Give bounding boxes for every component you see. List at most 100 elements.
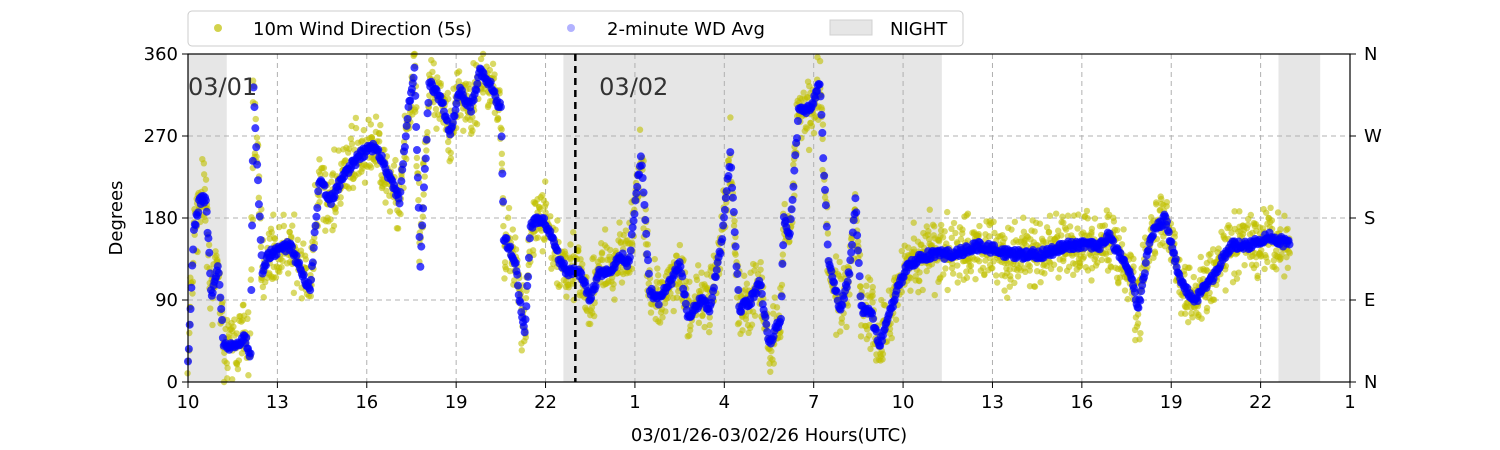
point-5s — [1115, 234, 1123, 242]
point-5s — [1055, 274, 1062, 281]
point-avg — [506, 242, 515, 251]
point-avg — [1137, 287, 1146, 296]
point-5s — [948, 225, 955, 233]
point-avg — [314, 187, 323, 196]
point-avg — [247, 286, 256, 295]
point-5s — [701, 323, 708, 331]
point-5s — [1253, 261, 1260, 269]
point-5s — [1134, 311, 1142, 318]
point-5s — [214, 256, 221, 264]
point-5s — [579, 261, 586, 268]
point-avg — [731, 242, 740, 251]
point-avg — [1193, 297, 1202, 306]
point-5s — [415, 196, 422, 204]
point-5s — [1006, 266, 1013, 273]
x-tick-label: 1 — [629, 392, 640, 413]
point-5s — [291, 211, 298, 218]
point-avg — [261, 261, 270, 270]
point-5s — [381, 146, 388, 153]
point-5s — [447, 149, 454, 157]
point-avg — [424, 98, 433, 107]
point-5s — [743, 280, 751, 287]
point-5s — [673, 294, 681, 301]
point-5s — [563, 293, 570, 300]
point-5s — [1278, 251, 1285, 258]
y2-tick-label: N — [1364, 372, 1377, 393]
point-5s — [1233, 275, 1241, 282]
point-avg — [1163, 217, 1172, 226]
point-avg — [705, 307, 714, 316]
point-avg — [185, 320, 194, 329]
y2-tick-label: S — [1364, 208, 1375, 229]
point-avg — [636, 152, 645, 161]
point-5s — [1268, 217, 1276, 224]
point-avg — [184, 344, 193, 353]
point-avg — [729, 208, 738, 217]
point-avg — [1138, 281, 1147, 290]
point-5s — [330, 222, 338, 230]
point-5s — [672, 252, 680, 260]
point-5s — [836, 258, 843, 266]
point-5s — [307, 292, 314, 300]
point-5s — [1066, 223, 1074, 230]
legend-label-night: NIGHT — [890, 19, 948, 40]
point-5s — [1088, 277, 1095, 284]
x-tick-label: 1 — [1344, 392, 1355, 413]
point-5s — [693, 276, 701, 284]
point-5s — [1055, 227, 1062, 234]
point-5s — [1050, 261, 1058, 268]
point-5s — [253, 134, 261, 141]
point-avg — [847, 248, 856, 257]
point-avg — [419, 204, 428, 213]
point-5s — [255, 194, 263, 202]
point-5s — [328, 178, 335, 185]
point-avg — [306, 286, 315, 295]
point-avg — [312, 212, 321, 221]
point-5s — [542, 178, 549, 185]
point-5s — [1091, 215, 1099, 222]
point-avg — [412, 145, 421, 154]
point-5s — [539, 248, 546, 255]
point-avg — [252, 143, 261, 152]
point-avg — [778, 259, 787, 268]
point-5s — [430, 60, 437, 67]
point-5s — [1008, 226, 1015, 233]
point-avg — [788, 195, 797, 204]
point-avg — [851, 194, 860, 203]
point-5s — [202, 217, 209, 224]
point-5s — [372, 113, 380, 120]
point-avg — [417, 242, 426, 251]
point-avg — [830, 278, 839, 287]
point-5s — [695, 262, 702, 269]
point-avg — [320, 181, 329, 190]
point-avg — [401, 132, 410, 141]
point-5s — [926, 206, 933, 213]
point-5s — [1189, 314, 1196, 321]
point-5s — [676, 241, 684, 249]
point-5s — [201, 185, 209, 193]
point-5s — [223, 359, 230, 367]
point-5s — [907, 274, 914, 282]
point-5s — [252, 115, 259, 123]
point-5s — [498, 160, 506, 167]
point-5s — [200, 160, 208, 167]
point-5s — [685, 332, 693, 339]
point-5s — [739, 327, 746, 334]
x-axis-label: 03/01/26-03/02/26 Hours(UTC) — [631, 425, 907, 446]
point-5s — [867, 345, 874, 353]
point-avg — [409, 73, 418, 82]
point-5s — [1098, 256, 1106, 264]
point-5s — [656, 319, 664, 326]
point-avg — [734, 286, 743, 295]
point-avg — [473, 79, 482, 88]
point-5s — [1198, 315, 1205, 322]
point-avg — [643, 250, 652, 259]
point-avg — [763, 327, 772, 336]
point-5s — [959, 226, 966, 233]
point-avg — [827, 267, 836, 276]
point-5s — [598, 249, 606, 256]
point-5s — [752, 262, 759, 269]
point-5s — [245, 372, 252, 379]
point-5s — [732, 251, 739, 258]
point-5s — [838, 315, 846, 322]
